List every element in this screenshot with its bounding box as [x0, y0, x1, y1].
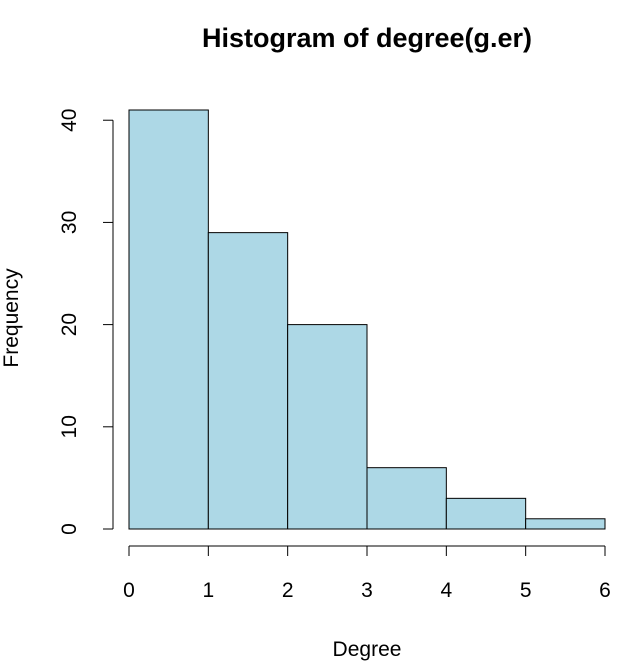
bars-layer	[128, 109, 606, 530]
y-tick-label: 20	[58, 313, 81, 336]
y-tick-label: 0	[58, 523, 81, 535]
x-axis-label: Degree	[333, 638, 402, 661]
x-tick-label: 1	[202, 579, 214, 602]
x-tick-label: 6	[599, 579, 611, 602]
histogram-bar-5-6	[525, 518, 606, 530]
chart-title: Histogram of degree(g.er)	[202, 23, 532, 53]
histogram-bar-3-4	[366, 467, 447, 530]
histogram-bar-1-2	[207, 232, 289, 530]
y-tick-label: 30	[58, 211, 81, 234]
y-tick-label: 10	[58, 415, 81, 438]
histogram-bar-0-1	[128, 109, 209, 530]
histogram-bar-4-5	[445, 497, 527, 530]
x-tick-label: 2	[282, 579, 294, 602]
x-tick-label: 4	[440, 579, 452, 602]
histogram-bar-2-3	[287, 324, 368, 530]
x-tick-label: 5	[520, 579, 532, 602]
y-axis-label: Frequency	[0, 268, 23, 368]
x-axis: 0 1 2 3 4 5 6	[123, 545, 611, 602]
y-axis: 0 10 20 30 40	[58, 109, 114, 535]
x-tick-label: 0	[123, 579, 135, 602]
y-tick-label: 40	[58, 109, 81, 132]
x-tick-label: 3	[361, 579, 373, 602]
